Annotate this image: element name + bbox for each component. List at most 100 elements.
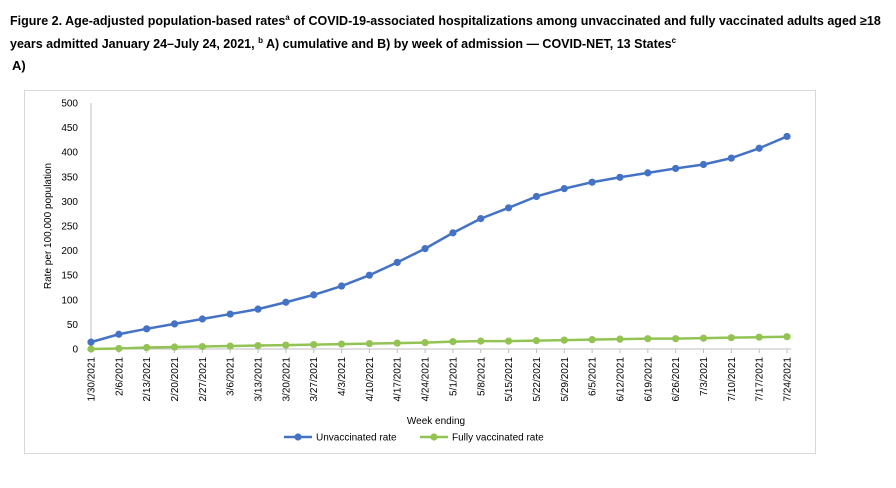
data-point <box>143 343 151 352</box>
data-point <box>198 342 206 351</box>
data-point <box>672 164 680 173</box>
x-tick-label: 5/22/2021 <box>532 357 543 402</box>
data-point <box>170 343 179 351</box>
data-point <box>393 258 401 267</box>
data-point <box>699 334 708 342</box>
title-text-2: of COVID-19-associated hospitalizations … <box>10 14 881 52</box>
panel-label: A) <box>12 58 26 73</box>
x-tick-label: 4/3/2021 <box>337 357 348 396</box>
legend-label: Fully vaccinated rate <box>452 433 544 444</box>
x-tick-label: 3/13/2021 <box>254 357 265 402</box>
x-tick-label: 1/30/2021 <box>87 357 98 402</box>
y-axis-title: Rate per 100,000 population <box>43 163 54 289</box>
series-line <box>90 135 788 344</box>
x-tick-label: 7/10/2021 <box>727 357 738 402</box>
data-point <box>755 144 763 152</box>
data-point <box>449 229 457 237</box>
x-tick-label: 5/1/2021 <box>448 357 459 396</box>
y-tick-label: 400 <box>61 148 78 159</box>
data-point <box>616 173 624 181</box>
data-point <box>170 320 179 328</box>
y-tick-label: 100 <box>61 295 78 306</box>
x-tick-label: 6/26/2021 <box>671 357 682 402</box>
x-tick-label: 3/27/2021 <box>309 357 320 402</box>
data-point <box>226 310 234 318</box>
x-tick-label: 3/20/2021 <box>281 357 292 402</box>
data-point <box>616 335 624 343</box>
x-tick-label: 5/29/2021 <box>560 357 571 402</box>
x-tick-label: 4/17/2021 <box>393 357 404 402</box>
data-point <box>588 178 596 186</box>
y-tick-label: 500 <box>61 99 78 110</box>
title-footnote-c: c <box>671 36 677 46</box>
x-tick-label: 2/27/2021 <box>198 357 209 402</box>
x-tick-label: 4/10/2021 <box>365 357 376 402</box>
data-point <box>87 338 95 346</box>
y-tick-label: 0 <box>72 345 78 356</box>
data-point <box>421 339 429 347</box>
data-point <box>254 305 262 313</box>
x-tick-label: 2/13/2021 <box>142 357 153 402</box>
data-point <box>532 192 541 201</box>
y-tick-label: 250 <box>61 222 78 233</box>
data-point <box>393 339 401 347</box>
data-point <box>365 271 373 279</box>
data-point <box>727 154 735 162</box>
data-point <box>699 160 708 169</box>
data-point <box>337 340 346 348</box>
figure-title: Figure 2. Age-adjusted population-based … <box>10 8 890 54</box>
data-point <box>755 333 763 341</box>
data-point <box>727 334 735 342</box>
chart-frame <box>24 90 816 454</box>
x-tick-label: 2/6/2021 <box>114 357 125 396</box>
title-text-3: A) cumulative and B) by week of admissio… <box>262 37 672 52</box>
data-point <box>115 344 123 353</box>
data-point <box>644 169 652 177</box>
data-point <box>783 333 791 341</box>
legend-marker <box>294 433 302 441</box>
x-tick-label: 7/17/2021 <box>755 357 766 402</box>
data-point <box>421 245 429 253</box>
data-point <box>282 298 290 306</box>
y-tick-label: 350 <box>61 172 78 183</box>
data-point <box>672 335 680 343</box>
x-axis-title: Week ending <box>407 416 465 427</box>
x-tick-label: 6/12/2021 <box>615 357 626 402</box>
title-footnote-a: a <box>285 13 290 22</box>
x-tick-label: 2/20/2021 <box>170 357 181 402</box>
data-point <box>226 342 234 350</box>
x-tick-label: 5/8/2021 <box>476 357 487 396</box>
x-tick-label: 3/6/2021 <box>226 357 237 396</box>
data-point <box>365 339 373 348</box>
data-point <box>310 291 318 299</box>
title-footnote-b: b <box>258 36 263 46</box>
x-tick-label: 4/24/2021 <box>421 357 432 402</box>
data-point <box>87 345 95 353</box>
data-point <box>560 336 568 344</box>
data-point <box>477 215 485 223</box>
x-tick-label: 6/5/2021 <box>588 357 599 396</box>
data-point <box>115 330 123 338</box>
data-point <box>588 336 596 344</box>
data-point <box>337 282 346 290</box>
data-point <box>783 132 791 141</box>
legend-marker <box>430 433 438 441</box>
y-tick-label: 50 <box>67 320 79 331</box>
data-point <box>505 204 513 212</box>
x-tick-label: 7/24/2021 <box>783 357 794 402</box>
data-point <box>644 335 652 343</box>
title-text-1: Figure 2. Age-adjusted population-based … <box>10 14 286 29</box>
data-point <box>505 337 513 345</box>
data-point <box>532 337 541 345</box>
y-tick-label: 200 <box>61 246 78 257</box>
y-tick-label: 150 <box>61 271 78 282</box>
data-point <box>282 341 290 349</box>
y-tick-label: 450 <box>61 123 78 134</box>
x-tick-label: 6/19/2021 <box>643 357 654 402</box>
x-tick-label: 7/3/2021 <box>699 357 710 396</box>
y-tick-label: 300 <box>61 197 78 208</box>
data-point <box>310 340 318 349</box>
data-point <box>254 341 262 350</box>
data-point <box>143 325 151 333</box>
data-point <box>560 185 568 193</box>
